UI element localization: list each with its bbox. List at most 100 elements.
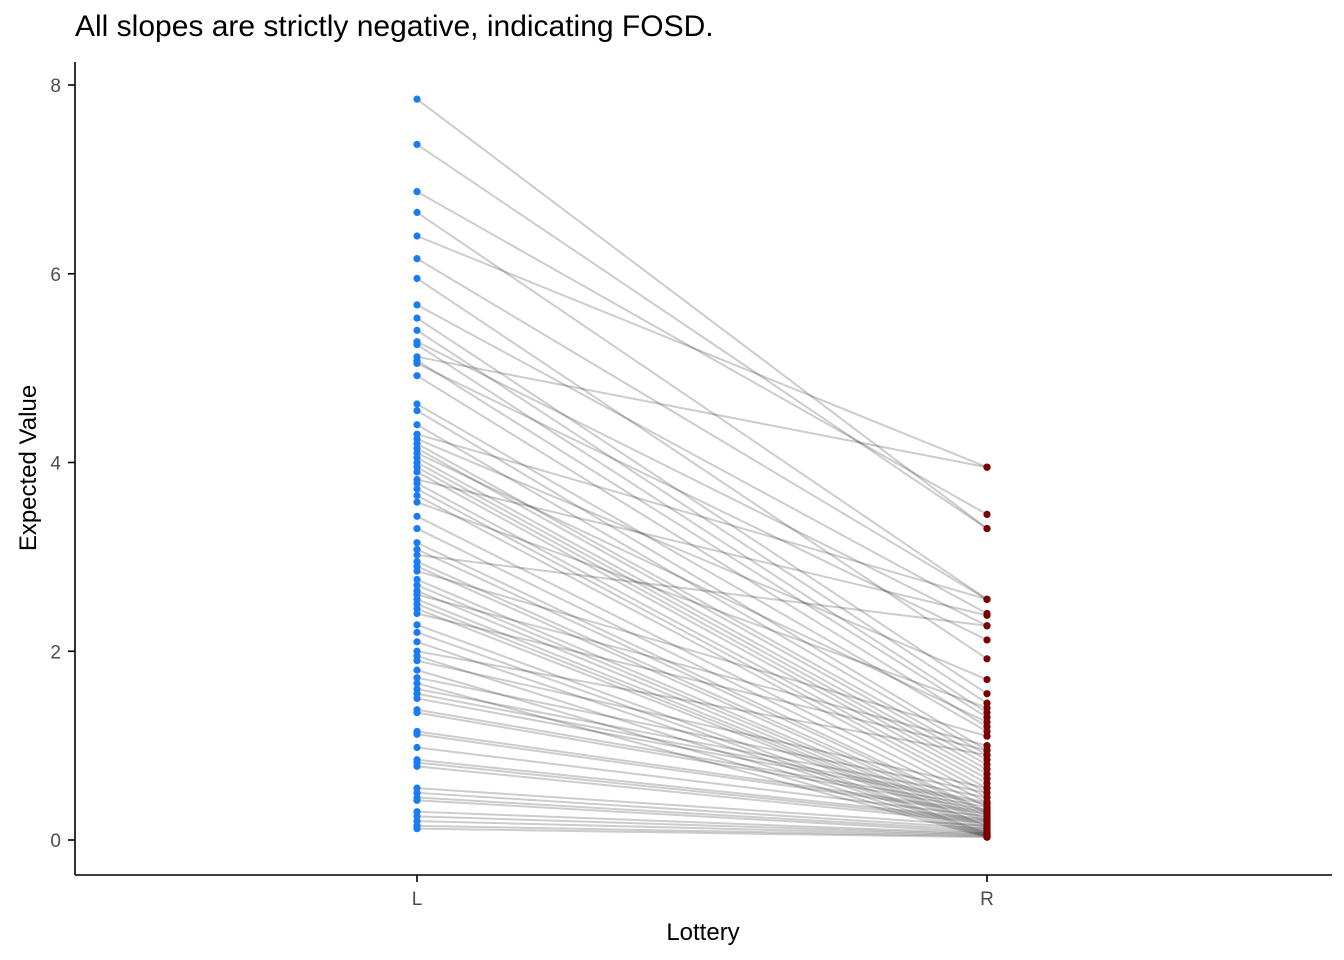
point-R xyxy=(983,751,991,759)
point-L xyxy=(413,498,421,506)
slope-line xyxy=(416,277,988,660)
slope-line xyxy=(416,669,988,838)
point-L xyxy=(413,666,421,674)
point-R xyxy=(983,704,991,712)
point-L xyxy=(413,730,421,738)
slope-line xyxy=(416,578,988,823)
data-points xyxy=(413,95,991,841)
slope-line xyxy=(416,560,988,818)
point-L xyxy=(413,314,421,322)
point-R xyxy=(983,611,991,619)
point-L xyxy=(413,208,421,217)
slope-line xyxy=(416,796,988,832)
slope-line xyxy=(416,824,988,838)
slope-line xyxy=(416,304,988,615)
point-L xyxy=(413,468,421,476)
slope-line xyxy=(416,403,988,733)
slope-line xyxy=(416,589,988,827)
point-L xyxy=(413,512,421,520)
y-tick-label: 2 xyxy=(50,642,61,663)
slope-line xyxy=(416,362,988,641)
slope-line xyxy=(416,553,988,627)
point-L xyxy=(413,524,421,533)
slope-lines xyxy=(416,98,988,839)
point-R xyxy=(983,675,991,684)
chart-title: All slopes are strictly negative, indica… xyxy=(75,10,714,43)
slope-line xyxy=(416,676,988,794)
slope-line xyxy=(416,98,988,530)
slope-line xyxy=(416,692,988,804)
point-L xyxy=(413,326,421,334)
point-R xyxy=(983,595,991,603)
slope-line xyxy=(416,612,988,752)
slope-line xyxy=(416,143,988,530)
x-tick-label: L xyxy=(412,889,423,910)
slope-line xyxy=(416,827,988,839)
slope-line xyxy=(416,471,988,785)
point-L xyxy=(413,575,421,584)
point-L xyxy=(413,581,421,589)
slope-line xyxy=(416,655,988,837)
point-R xyxy=(983,718,991,726)
slope-line xyxy=(416,461,988,775)
y-tick-label: 0 xyxy=(50,831,61,852)
slope-line xyxy=(416,730,988,813)
point-L xyxy=(413,485,421,493)
slope-line xyxy=(416,442,988,761)
slope-line xyxy=(416,640,988,836)
point-L xyxy=(413,406,421,415)
slope-line xyxy=(416,317,988,695)
slope-line xyxy=(416,257,988,601)
y-tick-label: 6 xyxy=(50,265,61,286)
slope-line xyxy=(416,799,988,834)
point-L xyxy=(413,551,421,559)
point-L xyxy=(413,301,421,309)
slope-line xyxy=(416,515,988,804)
slope-line xyxy=(416,433,988,601)
y-tick-label: 8 xyxy=(50,76,61,97)
slope-line xyxy=(416,650,988,757)
slope-line xyxy=(416,488,988,794)
slope-line xyxy=(416,603,988,830)
point-R xyxy=(983,732,991,740)
slope-line xyxy=(416,820,988,837)
slope-line xyxy=(416,494,988,799)
point-L xyxy=(413,400,421,408)
point-L xyxy=(413,708,421,717)
point-L xyxy=(413,95,421,103)
slope-line xyxy=(416,607,988,832)
point-L xyxy=(413,140,421,149)
slope-line xyxy=(416,765,988,825)
point-L xyxy=(413,638,421,646)
y-axis-label: Expected Value xyxy=(15,385,42,551)
slope-line xyxy=(416,815,988,836)
slope-line xyxy=(416,343,988,714)
slope-line xyxy=(416,584,988,824)
point-L xyxy=(413,255,421,263)
slope-line xyxy=(416,190,988,516)
point-R xyxy=(983,510,991,519)
point-L xyxy=(413,545,421,553)
point-L xyxy=(413,372,421,380)
y-axis-ticks: 0 2 4 6 8 xyxy=(50,76,75,852)
point-L xyxy=(413,421,421,429)
slope-line xyxy=(416,682,988,839)
point-L xyxy=(413,743,421,752)
x-tick-label: R xyxy=(980,889,994,910)
slope-line xyxy=(416,787,988,827)
slope-line xyxy=(416,548,988,815)
slope-line xyxy=(416,598,988,828)
x-axis-label: Lottery xyxy=(666,919,739,946)
point-L xyxy=(413,628,421,636)
slope-line xyxy=(416,631,988,835)
slope-line xyxy=(416,688,988,799)
point-L xyxy=(413,825,421,833)
slope-line xyxy=(416,329,988,704)
y-tick-label: 4 xyxy=(50,454,61,475)
point-L xyxy=(413,359,421,368)
point-L xyxy=(413,232,421,240)
point-L xyxy=(413,674,421,682)
slope-line xyxy=(416,482,988,789)
slope-line xyxy=(416,593,988,747)
